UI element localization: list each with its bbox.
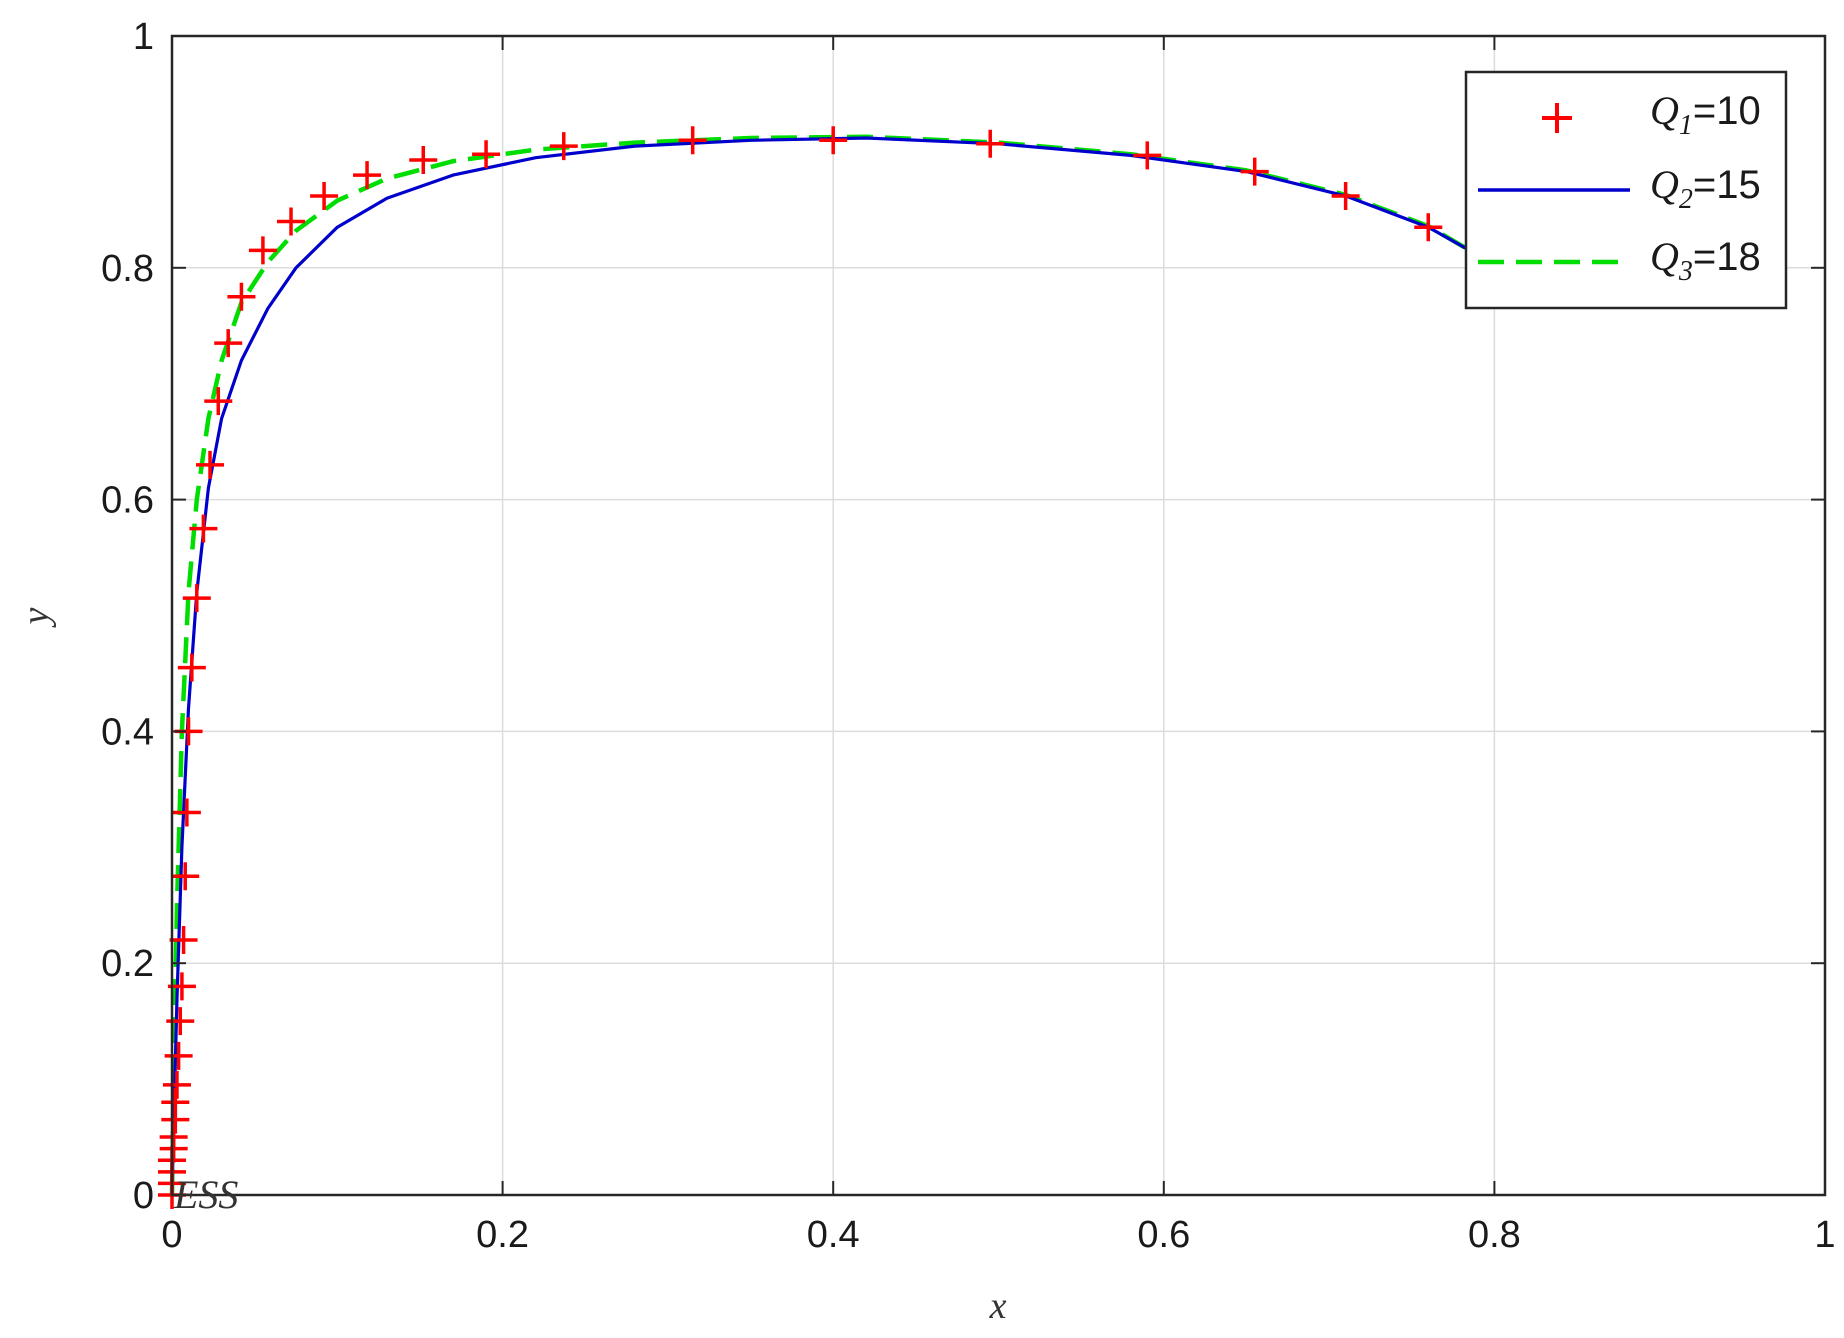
legend-q2-sub: 2 bbox=[1679, 184, 1693, 215]
legend-marker-q1 bbox=[1542, 103, 1572, 133]
q1-data-point bbox=[162, 1070, 191, 1099]
q1-data-point bbox=[976, 129, 1005, 158]
x-tick-label: 0.4 bbox=[807, 1214, 860, 1256]
q1-data-point bbox=[177, 653, 206, 682]
y-tick-label: 0.2 bbox=[101, 943, 154, 985]
q1-data-point bbox=[409, 146, 438, 175]
x-tick-label: 0.2 bbox=[476, 1214, 529, 1256]
y-tick-label: 0.6 bbox=[101, 480, 154, 522]
q1-data-point bbox=[196, 450, 225, 479]
y-tick-label: 1 bbox=[133, 16, 154, 58]
plot-frame bbox=[170, 34, 1827, 1197]
q1-data-point bbox=[549, 132, 578, 161]
q1-data-point bbox=[472, 140, 501, 169]
q1-data-point bbox=[1133, 141, 1162, 170]
q1-data-point bbox=[819, 126, 848, 155]
series-3-line bbox=[169, 134, 1471, 1196]
legend-q3-value: =18 bbox=[1693, 235, 1761, 279]
legend-q2-main: Q bbox=[1650, 162, 1679, 207]
legend-entry-q2: Q2=15 bbox=[1478, 162, 1761, 215]
q1-data-point bbox=[214, 329, 243, 358]
q1-data-point bbox=[189, 514, 218, 543]
x-tick-label: 0.8 bbox=[1468, 1214, 1521, 1256]
y-tick-label: 0.4 bbox=[101, 711, 154, 753]
x-tick-label: 0.6 bbox=[1137, 1214, 1190, 1256]
x-tick-label: 0 bbox=[161, 1214, 182, 1256]
legend-entry-q1: Q1=10 bbox=[1542, 88, 1761, 141]
q1-data-point bbox=[227, 282, 256, 311]
q1-data-point bbox=[1331, 181, 1360, 210]
legend-entry-q3: Q3=18 bbox=[1478, 234, 1761, 287]
legend-q1-value: =10 bbox=[1693, 89, 1761, 133]
q1-data-point bbox=[1414, 213, 1443, 242]
y-tick-label: 0.8 bbox=[101, 248, 154, 290]
q1-data-point bbox=[310, 181, 339, 210]
q1-data-point bbox=[248, 236, 277, 265]
q1-data-point bbox=[1240, 157, 1269, 186]
y-tick-label: 0 bbox=[133, 1175, 154, 1217]
legend-q1-sub: 1 bbox=[1679, 110, 1693, 141]
q1-data-point bbox=[182, 584, 211, 613]
legend: Q1=10 Q2=15 Q3=18 bbox=[1464, 70, 1788, 310]
svg-text:Q2=15: Q2=15 bbox=[1650, 162, 1761, 215]
q1-data-point bbox=[678, 126, 707, 155]
y-axis-label: y bbox=[15, 607, 57, 628]
svg-text:Q1=10: Q1=10 bbox=[1650, 88, 1761, 141]
q1-data-point bbox=[164, 1041, 193, 1070]
annotation-ess: ESS bbox=[173, 1172, 238, 1217]
q1-data-point bbox=[277, 207, 306, 236]
ticks: 0 0.2 0.4 0.6 0.8 1 0 0.2 0.4 0.6 0.8 1 bbox=[101, 16, 1835, 1256]
q1-data-point bbox=[171, 862, 200, 891]
q1-data-point bbox=[172, 798, 201, 827]
q1-data-point bbox=[204, 387, 233, 416]
svg-text:Q3=18: Q3=18 bbox=[1650, 234, 1761, 287]
legend-q2-value: =15 bbox=[1693, 163, 1761, 207]
legend-q1-main: Q bbox=[1650, 88, 1679, 133]
legend-q3-main: Q bbox=[1650, 234, 1679, 279]
q1-data-point bbox=[169, 926, 198, 955]
legend-q3-sub: 3 bbox=[1678, 256, 1693, 287]
q1-data-point bbox=[353, 161, 382, 190]
x-tick-label: 1 bbox=[1814, 1214, 1835, 1256]
x-axis-label: x bbox=[989, 1285, 1007, 1327]
